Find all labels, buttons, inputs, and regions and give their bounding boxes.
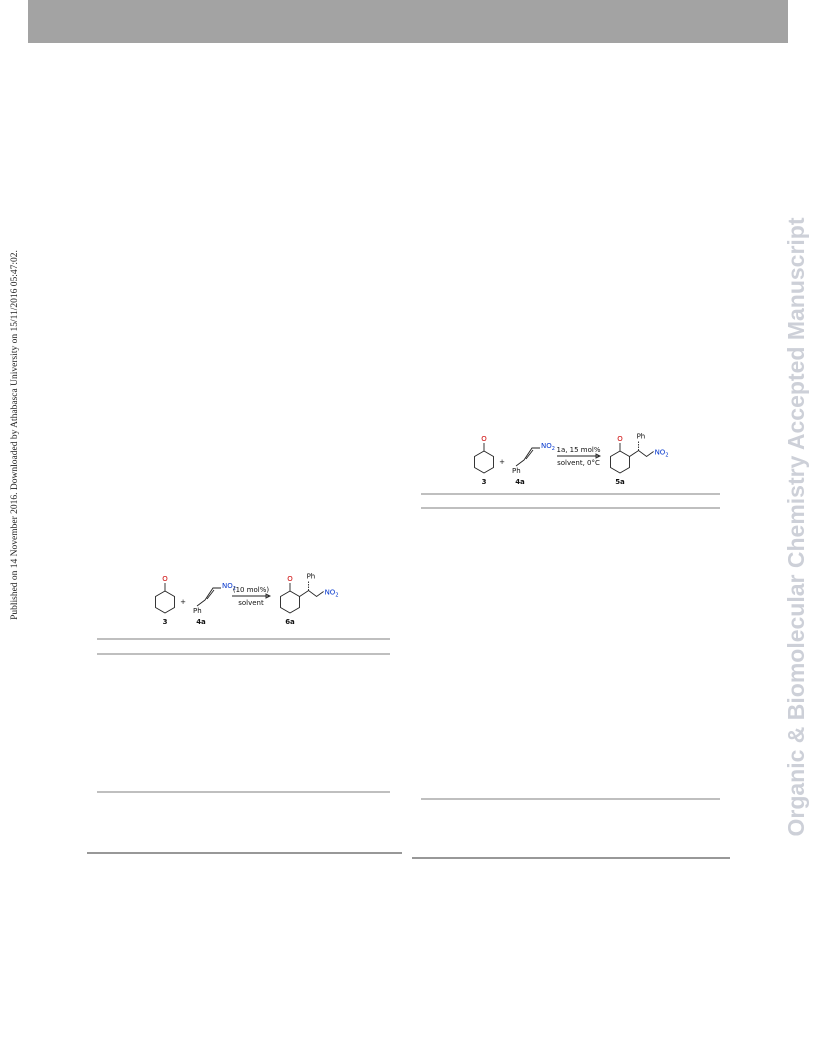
plus: + (499, 458, 505, 466)
atom: O (287, 575, 293, 583)
bond (196, 587, 221, 607)
atom: Ph (307, 573, 316, 581)
header-bar (28, 0, 788, 43)
bond (525, 449, 534, 460)
label: 6a (285, 618, 295, 626)
watermark: Organic & Biomolecular Chemistry Accepte… (783, 217, 809, 836)
bond (515, 447, 540, 467)
atom: Ph (193, 607, 202, 615)
atom: NO2 (222, 582, 236, 592)
reaction-scheme: O 3 + Ph NO2 4a (10 mol%) solvent O Ph NO2 6a (155, 573, 339, 626)
bond (629, 449, 654, 458)
atom: Ph (637, 433, 646, 441)
conditions: solvent, 0°C (557, 459, 600, 467)
conditions: solvent (238, 599, 264, 607)
label: 5a (615, 478, 625, 486)
label: 4a (515, 478, 525, 486)
label: 4a (196, 618, 206, 626)
arrow-head (265, 593, 272, 599)
ring (610, 450, 630, 474)
subscript: 2 (665, 452, 668, 458)
conditions: (10 mol%) (233, 586, 270, 594)
arrow-head (595, 453, 602, 459)
atom: O (617, 435, 623, 443)
atom: NO2 (655, 449, 669, 459)
side-note: Published on 14 November 2016. Downloade… (10, 250, 20, 620)
atom: O (481, 435, 487, 443)
atom: NO2 (325, 589, 339, 599)
conditions: 1a, 15 mol% (556, 446, 600, 454)
bond (206, 589, 215, 600)
ring (280, 590, 300, 614)
ring (155, 590, 175, 614)
plus: + (180, 598, 186, 606)
subscript: 2 (233, 586, 236, 592)
atom: Ph (512, 467, 521, 475)
atom: NO2 (541, 442, 555, 452)
reaction-scheme: O 3 + Ph NO2 4a 1a, 15 mol% solvent, 0°C O Ph NO2 5… (474, 433, 669, 486)
bond (299, 589, 324, 598)
atom: O (162, 575, 168, 583)
subscript: 2 (552, 446, 555, 452)
ring (474, 450, 494, 474)
subscript: 2 (335, 592, 338, 598)
label: 3 (482, 478, 487, 486)
label: 3 (163, 618, 168, 626)
